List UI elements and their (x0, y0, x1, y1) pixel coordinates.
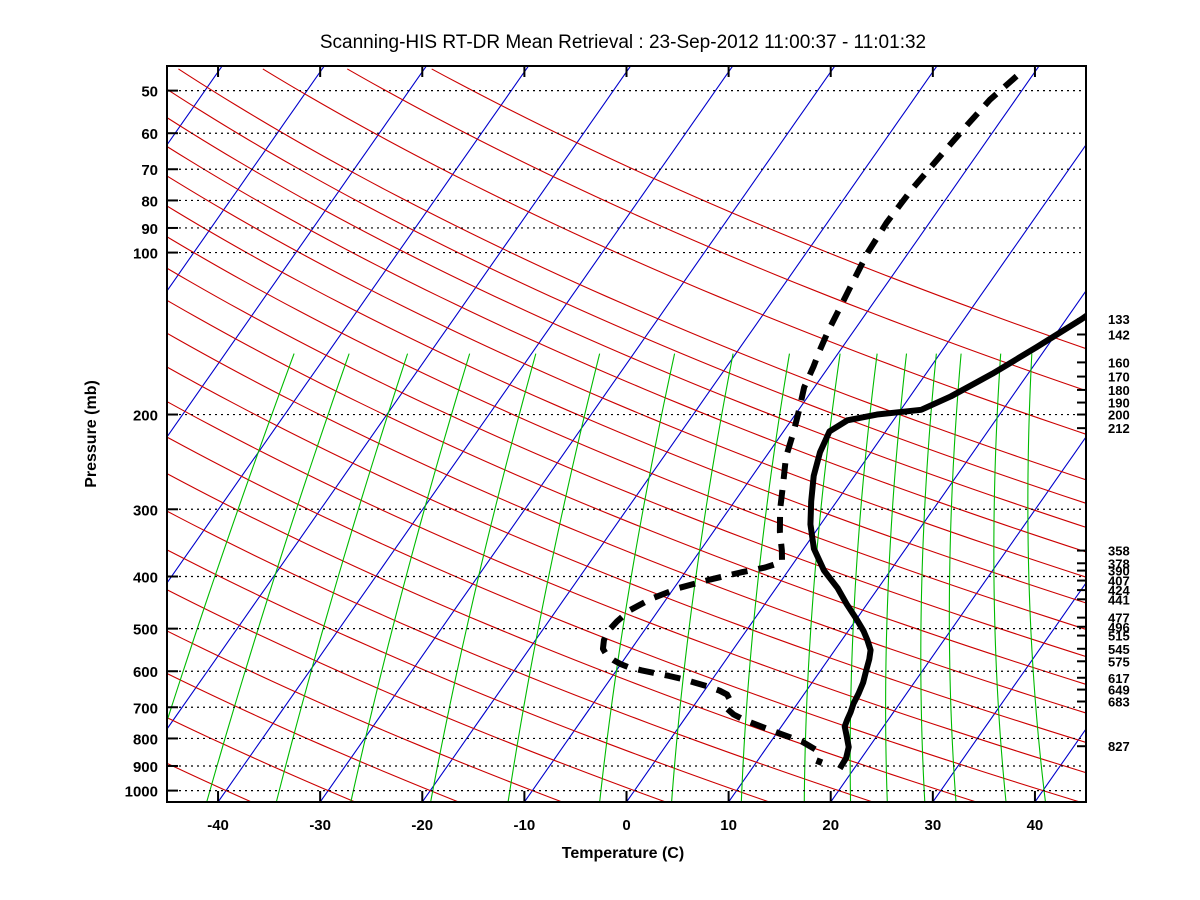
right-axis-tick-label: 617 (1108, 671, 1130, 686)
right-axis-tick-label: 407 (1108, 574, 1130, 589)
right-axis-tick-label: 441 (1108, 592, 1130, 607)
pressure-tick-label: 900 (133, 759, 158, 776)
right-axis-tick-label: 160 (1108, 355, 1130, 370)
right-axis-tick-label: 180 (1108, 383, 1130, 398)
right-axis-tick-label: 545 (1108, 642, 1130, 657)
right-axis-tick-label: 390 (1108, 564, 1130, 579)
right-axis-tick-label: 212 (1108, 421, 1130, 436)
pressure-axis-ticks: 50 60 70 80 90 100 200 300 400 500 600 700 800 900 100… (125, 84, 178, 801)
pressure-tick-label: 80 (141, 193, 158, 210)
right-axis-tick-label: 827 (1108, 739, 1130, 754)
right-axis-tick-label: 170 (1108, 370, 1130, 385)
temperature-tick-label: 30 (924, 817, 941, 834)
right-axis-ticks: 1331421601701801902002123583783904074244… (1077, 312, 1130, 754)
temperature-tick-label: -30 (309, 817, 331, 834)
chart-title: Scanning-HIS RT-DR Mean Retrieval : 23-S… (320, 32, 926, 53)
right-axis-tick-label: 649 (1108, 683, 1130, 698)
right-axis-tick-label: 358 (1108, 544, 1130, 559)
background-thermodynamic-lines (167, 66, 1086, 802)
pressure-tick-label: 700 (133, 700, 158, 717)
temperature-axis-ticks: -40 -30 -20 -10 0 10 20 30 40 (207, 66, 1043, 834)
y-axis-label: Pressure (mb) (83, 380, 100, 488)
right-axis-tick-label: 133 (1108, 312, 1130, 327)
pressure-tick-label: 300 (133, 502, 158, 519)
pressure-tick-label: 100 (133, 246, 158, 263)
right-axis-tick-label: 575 (1108, 654, 1130, 669)
pressure-tick-label: 60 (141, 126, 158, 143)
right-axis-tick-label: 515 (1108, 629, 1130, 644)
pressure-tick-label: 90 (141, 221, 158, 238)
pressure-tick-label: 200 (133, 408, 158, 425)
temperature-tick-label: -20 (411, 817, 433, 834)
pressure-tick-label: 500 (133, 622, 158, 639)
temperature-tick-label: 20 (822, 817, 839, 834)
x-axis-label: Temperature (C) (562, 845, 684, 862)
right-axis-tick-label: 477 (1108, 611, 1130, 626)
profile-curves (599, 73, 1086, 771)
pressure-tick-label: 70 (141, 162, 158, 179)
temperature-tick-label: -10 (514, 817, 536, 834)
right-axis-tick-label: 142 (1108, 328, 1130, 343)
pressure-tick-label: 50 (141, 84, 158, 101)
temperature-tick-label: 0 (622, 817, 630, 834)
right-axis-tick-label: 496 (1108, 620, 1130, 635)
pressure-tick-label: 400 (133, 569, 158, 586)
temperature-tick-label: 40 (1027, 817, 1044, 834)
pressure-tick-label: 800 (133, 731, 158, 748)
pressure-tick-label: 1000 (125, 784, 158, 801)
right-axis-tick-label: 424 (1108, 583, 1130, 598)
right-axis-tick-label: 200 (1108, 408, 1130, 423)
temperature-tick-label: 10 (720, 817, 737, 834)
right-axis-tick-label: 378 (1108, 556, 1130, 571)
pressure-tick-label: 600 (133, 664, 158, 681)
temperature-tick-label: -40 (207, 817, 229, 834)
right-axis-tick-label: 683 (1108, 695, 1130, 710)
right-axis-tick-label: 190 (1108, 396, 1130, 411)
